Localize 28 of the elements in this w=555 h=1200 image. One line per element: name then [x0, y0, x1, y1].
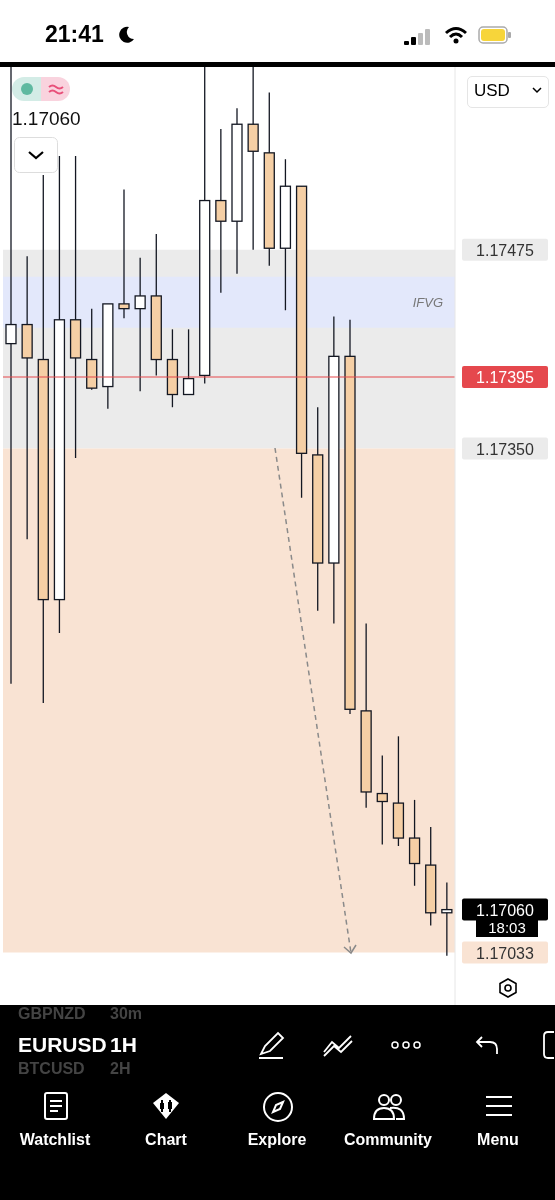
y-tick-label: 1.17395	[476, 369, 535, 387]
candlestick	[376, 754, 388, 846]
text: USD	[474, 81, 510, 101]
candlestick	[215, 128, 227, 294]
text: 2H	[110, 1060, 131, 1078]
text: 21:41	[45, 21, 104, 48]
y-tick-label: 1.17350	[476, 440, 535, 458]
text: 1.17060	[476, 901, 535, 919]
text: Community	[343, 1131, 433, 1149]
y-tick-label: 1.17033	[476, 944, 535, 962]
text: Chart	[144, 1131, 188, 1149]
y-tick-label: 1.17475	[476, 241, 535, 259]
candlestick	[182, 328, 195, 396]
candlestick	[134, 257, 146, 392]
annotation: 1.17060	[12, 108, 81, 130]
annotation: GBPNZD	[18, 1005, 86, 1023]
candlestick	[441, 881, 453, 957]
text: EURUSD	[18, 1033, 107, 1057]
band-label: IFVG	[412, 294, 443, 310]
text: 18:03	[476, 919, 538, 937]
annotation: 30m	[110, 1005, 143, 1023]
text: 1H	[110, 1033, 137, 1057]
text: Explore	[246, 1131, 308, 1149]
candlestick	[21, 255, 33, 540]
candlestick	[118, 188, 130, 319]
text: Watchlist	[18, 1131, 92, 1149]
text: BTCUSD	[18, 1060, 85, 1078]
text: Menu	[476, 1131, 520, 1149]
